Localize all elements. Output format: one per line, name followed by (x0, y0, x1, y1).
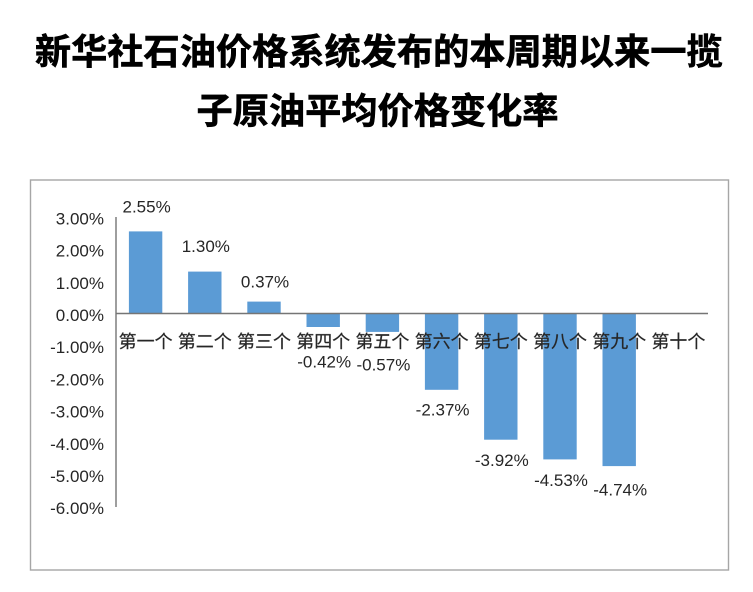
svg-text:0.37%: 0.37% (241, 273, 289, 292)
svg-text:0.00%: 0.00% (56, 306, 104, 325)
svg-text:-4.53%: -4.53% (534, 471, 588, 490)
svg-text:1.00%: 1.00% (56, 274, 104, 293)
svg-text:-5.00%: -5.00% (50, 467, 104, 486)
svg-text:-4.00%: -4.00% (50, 435, 104, 454)
svg-text:-2.00%: -2.00% (50, 370, 104, 389)
svg-text:-0.42%: -0.42% (297, 353, 351, 372)
svg-text:1.30%: 1.30% (182, 237, 230, 256)
svg-text:-2.37%: -2.37% (416, 401, 470, 420)
svg-text:-3.92%: -3.92% (475, 451, 529, 470)
svg-text:2.55%: 2.55% (122, 197, 170, 216)
svg-text:2.00%: 2.00% (56, 242, 104, 261)
svg-text:3.00%: 3.00% (56, 209, 104, 228)
svg-text:-3.00%: -3.00% (50, 403, 104, 422)
svg-text:-0.57%: -0.57% (356, 356, 410, 375)
svg-text:-6.00%: -6.00% (50, 499, 104, 518)
svg-text:-1.00%: -1.00% (50, 338, 104, 357)
svg-text:-4.74%: -4.74% (593, 481, 647, 500)
